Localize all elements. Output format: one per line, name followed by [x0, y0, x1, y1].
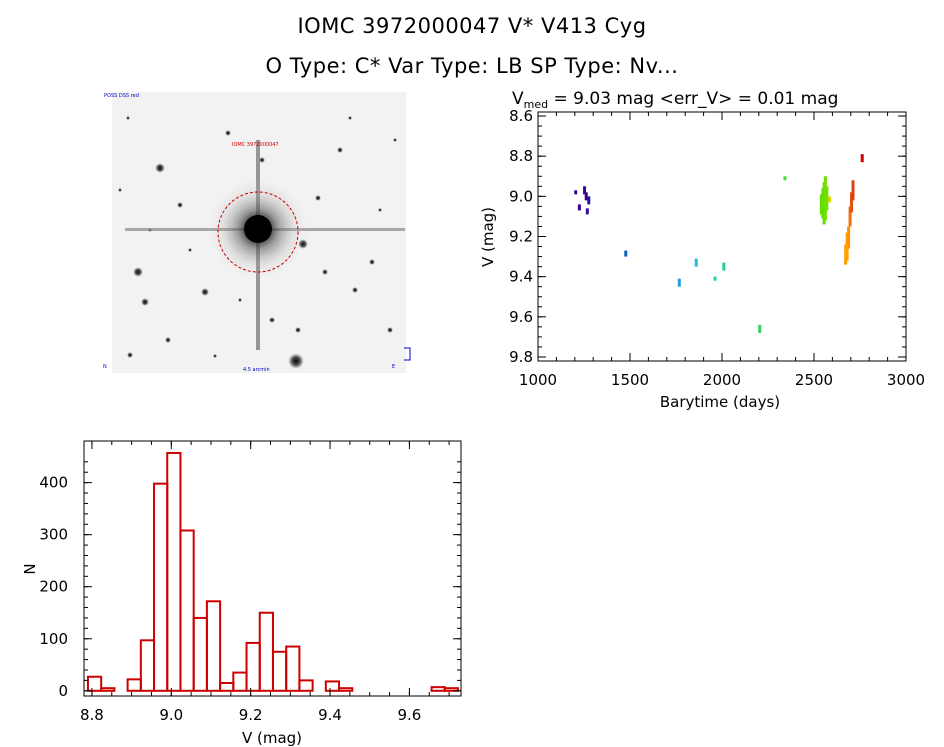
y-tick-label: 9.2 — [509, 228, 533, 246]
field-star — [201, 288, 209, 296]
light-curve-title: Vmed = 9.03 mag <err_V> = 0.01 mag — [512, 89, 838, 111]
light-curve-ylabel: V (mag) — [479, 207, 497, 267]
field-star — [387, 327, 393, 333]
field-star — [133, 267, 143, 277]
x-tick-label: 9.6 — [397, 706, 421, 724]
histogram-bar — [443, 687, 459, 692]
image-label-bottom-left: N — [103, 364, 107, 370]
y-tick-label: 9.6 — [509, 308, 533, 326]
x-tick-label: 9.4 — [318, 706, 342, 724]
image-label-center: IOMC 3972000047 — [232, 142, 279, 148]
histogram-bar — [86, 675, 103, 692]
x-tick-label: 8.8 — [80, 706, 104, 724]
chart-title-line2: O Type: C* Var Type: LB SP Type: Nv... — [265, 54, 679, 78]
histogram-bar — [430, 686, 446, 692]
field-star — [225, 130, 231, 136]
x-tick-label: 1500 — [611, 371, 649, 389]
histogram-bar — [166, 451, 182, 692]
field-star — [369, 259, 375, 265]
histogram-bar — [338, 687, 354, 692]
y-tick-label: 9.8 — [509, 348, 533, 366]
x-tick-label: 9.2 — [239, 706, 263, 724]
field-star — [288, 353, 304, 369]
x-tick-label: 2500 — [795, 371, 833, 389]
x-tick-label: 2000 — [703, 371, 741, 389]
y-tick-label: 0 — [58, 682, 68, 700]
histogram-bar — [126, 678, 142, 692]
histogram-bar — [285, 645, 301, 692]
histogram-bar — [219, 681, 235, 692]
image-label-top-left: POSS DSS red — [104, 93, 139, 99]
field-star — [295, 327, 301, 333]
image-label-bottom: 4.5 arcmin — [243, 367, 270, 373]
y-tick-label: 8.6 — [509, 107, 533, 125]
field-star — [378, 208, 382, 212]
histogram-bar — [205, 600, 222, 692]
field-star — [238, 298, 242, 302]
histogram-bar — [298, 679, 314, 692]
chart-title-line1: IOMC 3972000047 V* V413 Cyg — [297, 14, 647, 38]
field-star — [259, 157, 265, 163]
y-tick-label: 9.0 — [509, 187, 533, 205]
histogram-bar — [153, 482, 169, 692]
y-tick-label: 100 — [39, 630, 68, 648]
field-star — [322, 269, 328, 275]
target-circle — [217, 191, 299, 273]
field-star — [165, 337, 171, 343]
y-tick-label: 200 — [39, 578, 68, 596]
sky-image-stars — [118, 116, 397, 369]
field-star — [127, 352, 133, 358]
field-star — [352, 287, 358, 293]
histogram-bar — [139, 639, 156, 692]
histogram-bar — [271, 650, 288, 692]
target-star — [244, 215, 272, 243]
x-tick-label: 9.0 — [159, 706, 183, 724]
histogram-bar — [258, 611, 274, 692]
histogram-frame — [83, 440, 462, 697]
x-tick-label: 3000 — [887, 371, 925, 389]
y-tick-label: 8.8 — [509, 147, 533, 165]
field-star — [155, 163, 165, 173]
histogram-xlabel: V (mag) — [242, 729, 302, 747]
histogram-bar — [100, 687, 116, 692]
field-star — [118, 188, 122, 192]
field-star — [348, 116, 352, 120]
y-tick-label: 9.4 — [509, 268, 533, 286]
x-tick-label: 1000 — [519, 371, 557, 389]
field-star — [141, 298, 149, 306]
light-curve-xlabel: Barytime (days) — [660, 393, 780, 411]
histogram-ylabel: N — [21, 563, 39, 574]
y-tick-label: 300 — [39, 526, 68, 544]
field-star — [126, 116, 130, 120]
histogram-bar — [232, 671, 248, 692]
field-star — [269, 317, 275, 323]
image-label-bottom-right: E — [392, 364, 395, 370]
field-star — [393, 138, 397, 142]
histogram-bar — [324, 680, 341, 692]
histogram-bar — [245, 641, 261, 692]
field-star — [177, 202, 183, 208]
field-star — [315, 195, 321, 201]
field-star — [188, 248, 192, 252]
y-tick-label: 400 — [39, 474, 68, 492]
field-star — [213, 354, 217, 358]
compass-mark — [404, 347, 411, 361]
field-star — [337, 147, 343, 153]
histogram-bar — [179, 529, 195, 692]
histogram-bar — [192, 616, 208, 692]
